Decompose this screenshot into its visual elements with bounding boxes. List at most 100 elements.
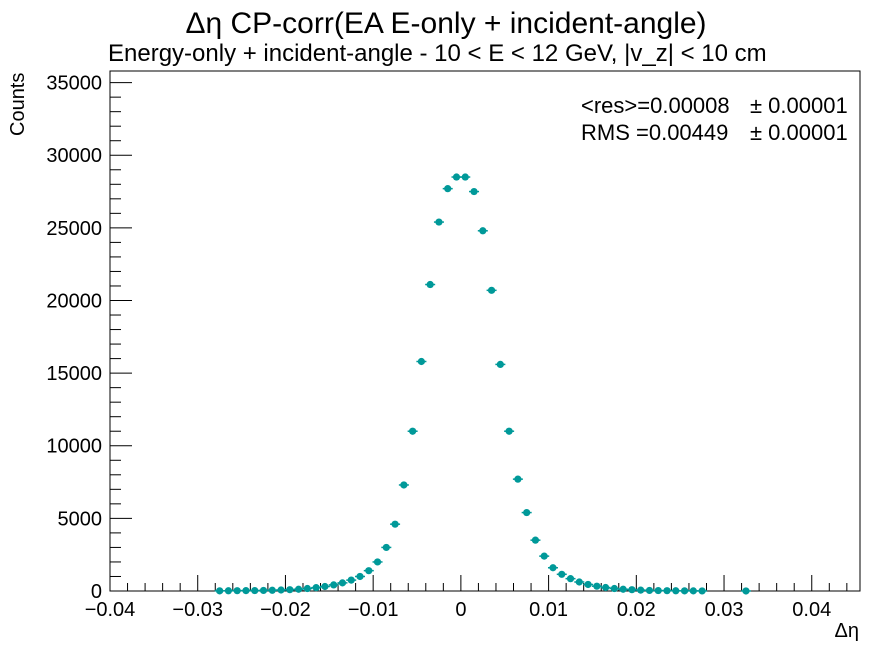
data-marker [689, 587, 697, 595]
y-tick-label: 5000 [58, 508, 103, 530]
stat-res-error: ± 0.00001 [750, 93, 848, 118]
x-tick-label: −0.04 [85, 599, 136, 621]
x-tick-label: −0.03 [172, 599, 223, 621]
data-marker [452, 173, 461, 181]
x-tick-label: −0.02 [260, 599, 311, 621]
data-point [398, 481, 409, 489]
data-marker [400, 481, 408, 489]
data-marker [417, 357, 426, 366]
data-marker [602, 583, 610, 592]
data-marker [479, 227, 487, 235]
data-marker [365, 567, 373, 575]
data-marker [680, 587, 689, 595]
stat-res-label: <res>=0.00008 [581, 93, 730, 118]
data-marker [470, 187, 478, 196]
data-marker [391, 520, 399, 528]
data-marker [505, 427, 513, 435]
data-marker [330, 581, 338, 589]
data-point [328, 581, 339, 589]
data-point [390, 520, 401, 528]
data-point [276, 586, 287, 594]
data-point [460, 173, 471, 181]
data-marker [663, 587, 671, 595]
data-point [697, 587, 708, 595]
plot-frame [109, 70, 861, 592]
x-tick-label: 0.01 [529, 599, 568, 621]
data-marker [277, 586, 285, 594]
x-tick-label: 0.02 [617, 599, 656, 621]
data-marker [540, 552, 548, 560]
data-point [433, 218, 444, 226]
data-marker [435, 218, 443, 226]
data-marker [593, 582, 601, 590]
data-point [556, 570, 567, 578]
data-point [258, 586, 269, 595]
y-tick-label: 30000 [46, 145, 102, 167]
data-point [214, 587, 225, 595]
data-marker [558, 570, 566, 578]
data-point [609, 584, 620, 593]
chart-title: Δη CP-corr(EA E-only + incident-angle) [185, 7, 706, 40]
data-marker [566, 575, 575, 583]
y-tick-label: 15000 [46, 363, 102, 385]
data-marker [268, 586, 276, 594]
axis-ticks [109, 82, 848, 592]
data-point [346, 576, 357, 584]
data-point [319, 582, 330, 591]
data-point [530, 536, 541, 544]
data-markers [214, 173, 751, 595]
data-point [547, 564, 558, 572]
data-point [381, 543, 392, 552]
data-marker [251, 586, 259, 595]
x-tick-label: 0.03 [705, 599, 744, 621]
data-marker [619, 585, 627, 593]
data-marker [645, 586, 654, 595]
y-axis-label: Counts [7, 73, 29, 136]
data-point [451, 173, 462, 181]
data-marker [224, 587, 233, 595]
data-point [407, 427, 418, 435]
data-marker [233, 587, 241, 595]
data-point [600, 583, 611, 592]
data-marker [654, 586, 662, 595]
data-point [416, 357, 427, 366]
data-point [337, 579, 348, 587]
data-marker [549, 564, 557, 572]
data-point [583, 580, 594, 589]
data-marker [487, 286, 496, 294]
data-point [644, 586, 655, 595]
data-point [425, 280, 436, 289]
data-marker [426, 280, 434, 289]
y-tick-label: 10000 [46, 436, 102, 458]
data-point [486, 286, 497, 294]
data-point [504, 427, 515, 435]
data-marker [496, 360, 504, 369]
data-point [249, 586, 260, 595]
data-point [469, 187, 480, 196]
data-marker [321, 582, 329, 591]
data-marker [347, 576, 355, 584]
data-point [521, 508, 532, 517]
data-marker [523, 508, 531, 517]
data-point [311, 584, 322, 592]
data-marker [531, 536, 540, 544]
data-marker [742, 587, 750, 595]
data-marker [294, 585, 303, 593]
data-marker [444, 185, 452, 193]
data-point [679, 587, 690, 595]
data-marker [286, 586, 294, 594]
data-marker [698, 587, 706, 595]
data-point [223, 587, 234, 595]
data-point [240, 587, 251, 595]
data-point [477, 227, 488, 235]
data-point [293, 585, 304, 593]
data-point [591, 582, 602, 590]
x-tick-label: 0.04 [792, 599, 831, 621]
data-marker [514, 475, 522, 483]
data-point [232, 587, 243, 595]
data-point [574, 578, 585, 586]
stat-rms-error: ± 0.00001 [750, 120, 848, 145]
data-point [635, 586, 646, 594]
data-point [442, 185, 453, 193]
data-marker [312, 584, 320, 592]
